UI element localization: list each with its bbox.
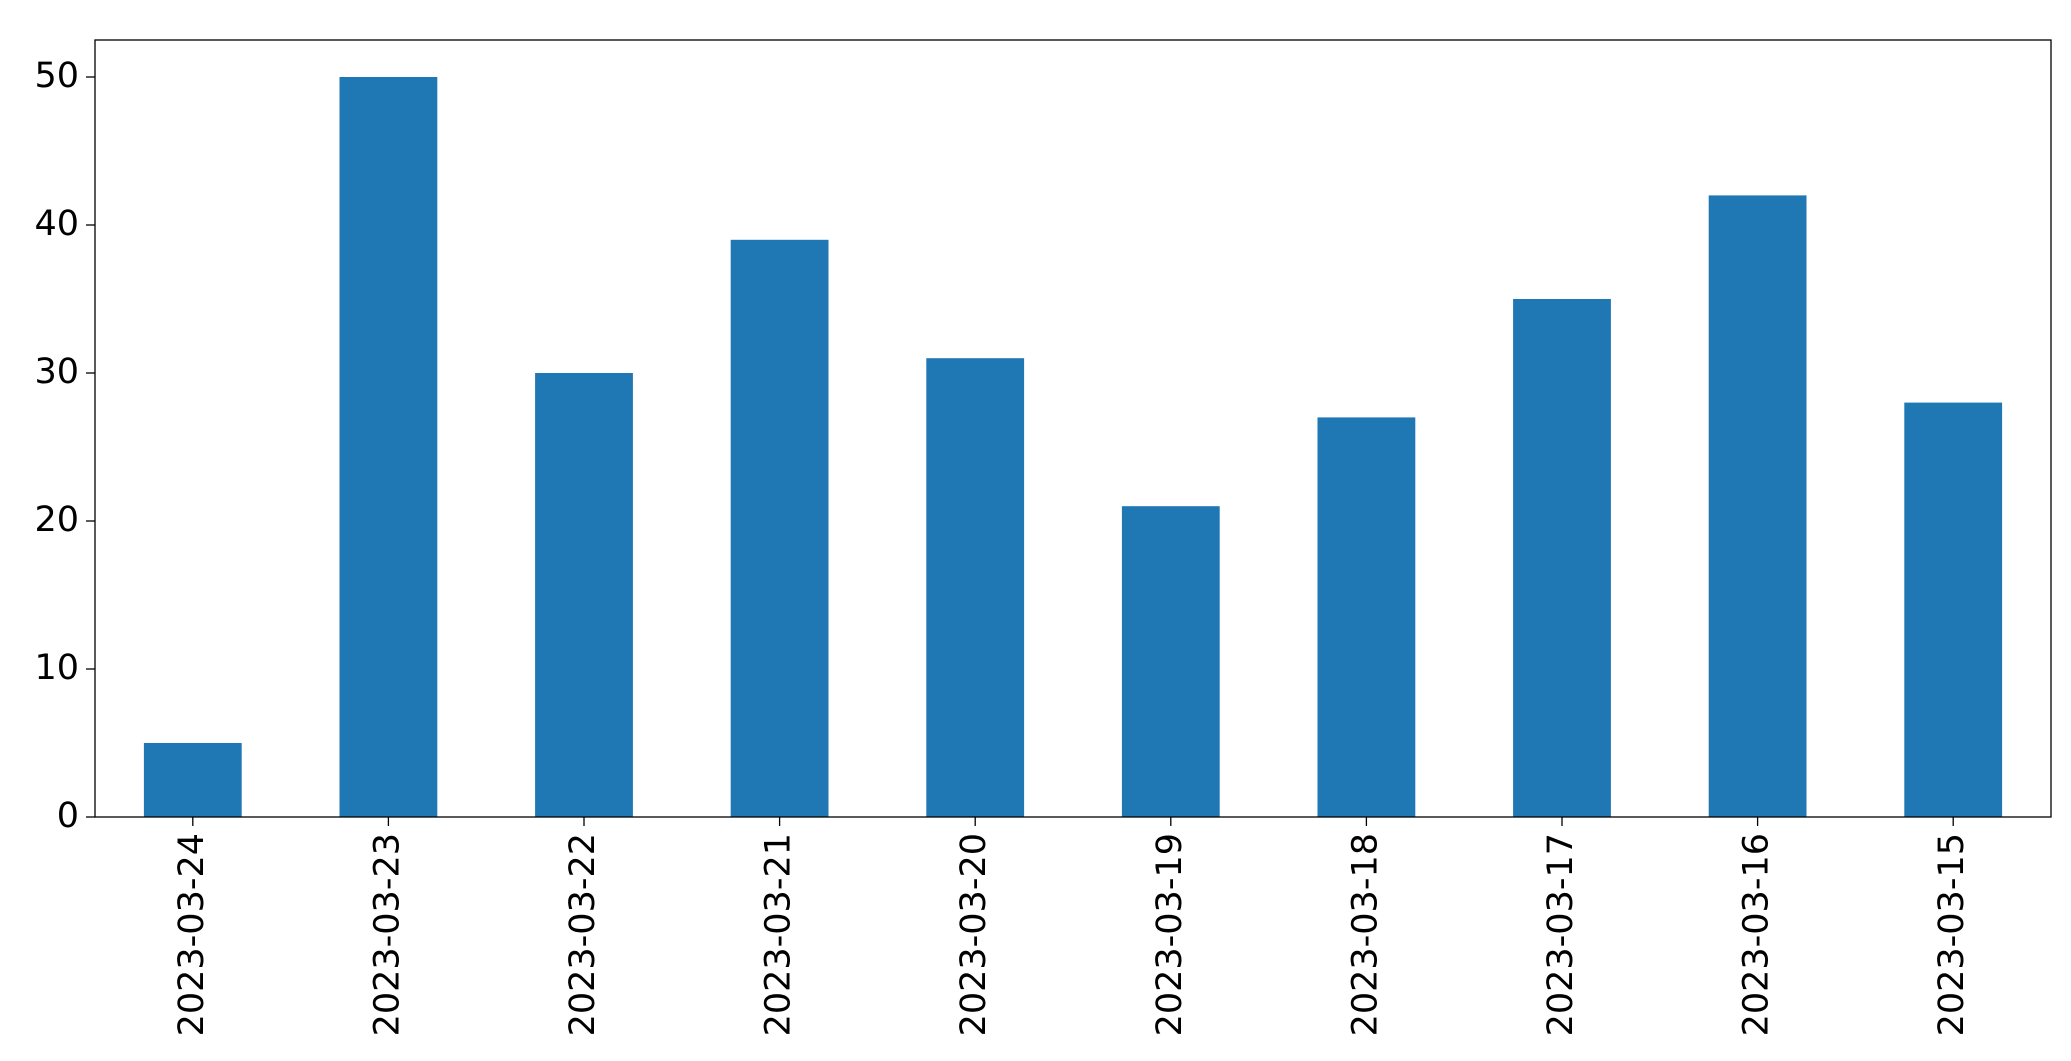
y-tick-label: 10 [34, 648, 79, 688]
plot-frame [94, 39, 2052, 818]
y-tick-label: 40 [34, 204, 79, 244]
x-tick-label: 2023-03-16 [1737, 833, 1777, 1036]
y-tick-label: 30 [34, 352, 79, 392]
bar [730, 239, 829, 818]
bar [926, 358, 1025, 817]
bar [1904, 402, 2003, 817]
bar [339, 77, 438, 817]
bar [1121, 506, 1220, 817]
bar [1513, 299, 1611, 817]
x-tick-label: 2023-03-20 [954, 833, 994, 1036]
x-tick-label: 2023-03-21 [759, 833, 799, 1036]
x-tick-label: 2023-03-19 [1150, 833, 1190, 1036]
bar [1708, 195, 1807, 817]
x-tick-label: 2023-03-24 [172, 833, 212, 1036]
bar [1317, 417, 1416, 817]
y-tick-label: 20 [34, 500, 79, 540]
bar [143, 743, 242, 817]
x-tick-label: 2023-03-17 [1541, 833, 1581, 1036]
x-tick-label: 2023-03-22 [563, 833, 603, 1036]
x-tick-label: 2023-03-18 [1345, 833, 1385, 1036]
y-tick-label: 50 [34, 56, 79, 96]
x-tick-label: 2023-03-23 [367, 833, 407, 1036]
y-tick-label: 0 [57, 796, 79, 836]
bar [535, 373, 633, 817]
x-tick-label: 2023-03-15 [1932, 833, 1972, 1036]
